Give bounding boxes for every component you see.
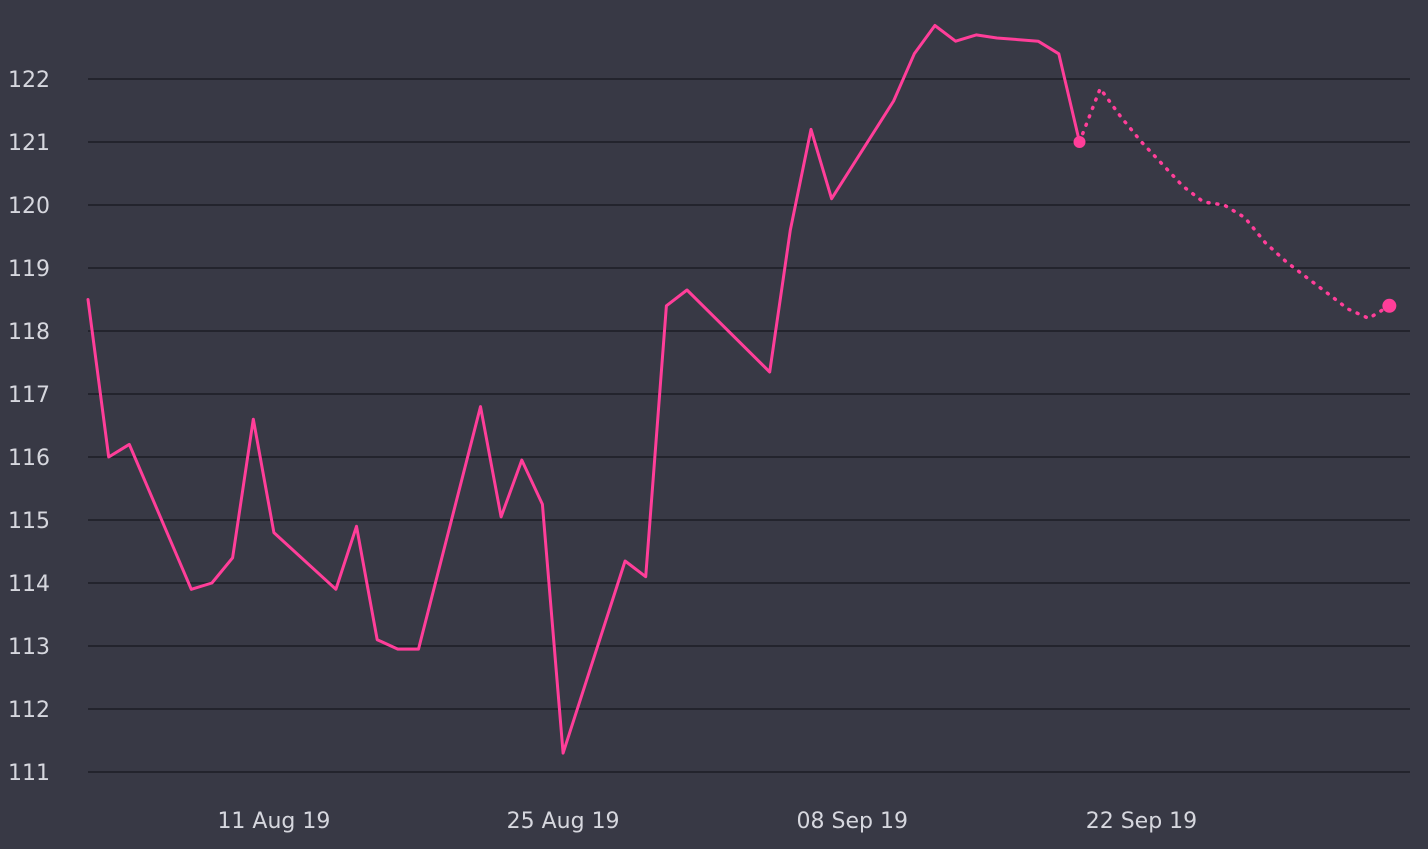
x-tick-label: 25 Aug 19 [507, 809, 620, 834]
series-marker [1073, 136, 1086, 148]
y-tick-label: 117 [8, 383, 50, 408]
x-axis-tick-labels: 11 Aug 19 25 Aug 19 08 Sep 19 22 Sep 19 [217, 809, 1197, 834]
series-group [86, 24, 1397, 755]
y-tick-label: 112 [8, 698, 50, 723]
y-tick-label: 119 [8, 257, 50, 282]
y-tick-label: 115 [8, 509, 50, 534]
y-tick-label: 116 [8, 446, 50, 471]
series-marker [1382, 298, 1397, 313]
y-tick-label: 120 [8, 194, 50, 219]
y-tick-label: 122 [8, 68, 50, 93]
y-tick-label: 121 [8, 131, 50, 156]
x-tick-label: 11 Aug 19 [217, 809, 330, 834]
x-tick-label: 22 Sep 19 [1086, 809, 1197, 834]
x-tick-label: 08 Sep 19 [797, 809, 908, 834]
y-tick-label: 118 [8, 320, 50, 345]
series-line-dotted [1077, 84, 1392, 321]
gridlines [88, 78, 1410, 773]
y-axis-tick-labels: 111 112 113 114 115 116 117 118 119 120 121 122 [8, 68, 50, 786]
y-tick-label: 111 [8, 761, 50, 786]
series-line-solid [86, 24, 1081, 755]
y-tick-label: 113 [8, 635, 50, 660]
y-tick-label: 114 [8, 572, 50, 597]
